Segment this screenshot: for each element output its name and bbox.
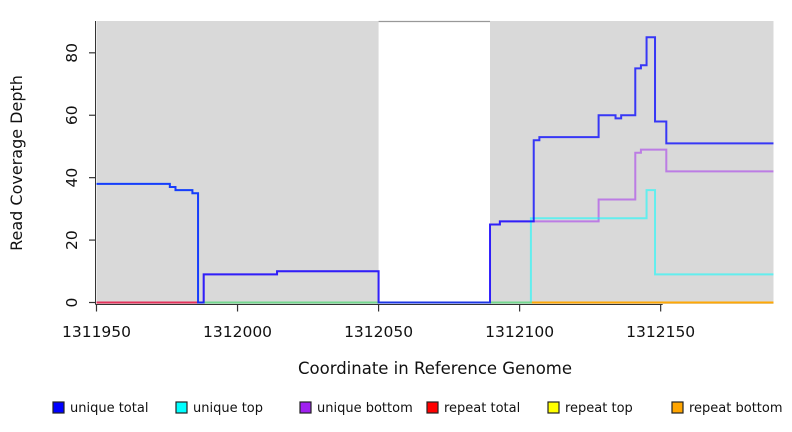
y-axis-title: Read Coverage Depth (7, 75, 26, 251)
legend-swatch-unique-bottom (299, 401, 312, 414)
y-tick-label: 0 (63, 298, 81, 308)
x-tick-label: 1312100 (485, 323, 554, 341)
legend-item-repeat-bottom: repeat bottom (671, 401, 783, 416)
x-axis-title: Coordinate in Reference Genome (298, 359, 572, 378)
shaded-region-1 (96, 21, 379, 304)
y-tick-label: 40 (63, 168, 81, 188)
legend-swatch-unique-top (175, 401, 188, 414)
legend-swatch-repeat-bottom (671, 401, 684, 414)
legend-item-repeat-top: repeat top (547, 401, 633, 416)
series-layer (96, 36, 774, 304)
x-tick-label: 1312150 (626, 323, 695, 341)
series-line-unique-total (96, 36, 774, 304)
legend-item-repeat-total: repeat total (426, 401, 520, 416)
axes-layer: 1311950 1312000 1312050 1312100 1312150 0 20 40… (62, 21, 695, 341)
x-tick-label: 1311950 (62, 323, 131, 341)
legend-swatch-unique-total (52, 401, 65, 414)
legend-label-unique-total: unique total (70, 401, 148, 416)
legend-label-repeat-total: repeat total (444, 401, 520, 416)
y-tick-label: 80 (63, 43, 81, 63)
legend: unique total unique top unique bottom repea… (52, 401, 783, 416)
x-tick-label: 1312000 (203, 323, 272, 341)
legend-label-unique-top: unique top (193, 401, 263, 416)
legend-item-unique-top: unique top (175, 401, 263, 416)
y-tick-label: 20 (63, 230, 81, 250)
legend-label-repeat-top: repeat top (565, 401, 633, 416)
shaded-region-2 (490, 21, 774, 304)
series-lines (96, 36, 774, 304)
legend-swatch-repeat-total (426, 401, 439, 414)
legend-label-unique-bottom: unique bottom (317, 401, 413, 416)
y-tick-label: 60 (63, 105, 81, 125)
legend-swatch-repeat-top (547, 401, 560, 414)
x-tick-label: 1312050 (344, 323, 413, 341)
legend-item-unique-bottom: unique bottom (299, 401, 413, 416)
panel-layer (96, 20, 774, 304)
legend-item-unique-total: unique total (52, 401, 148, 416)
legend-label-repeat-bottom: repeat bottom (689, 401, 783, 416)
